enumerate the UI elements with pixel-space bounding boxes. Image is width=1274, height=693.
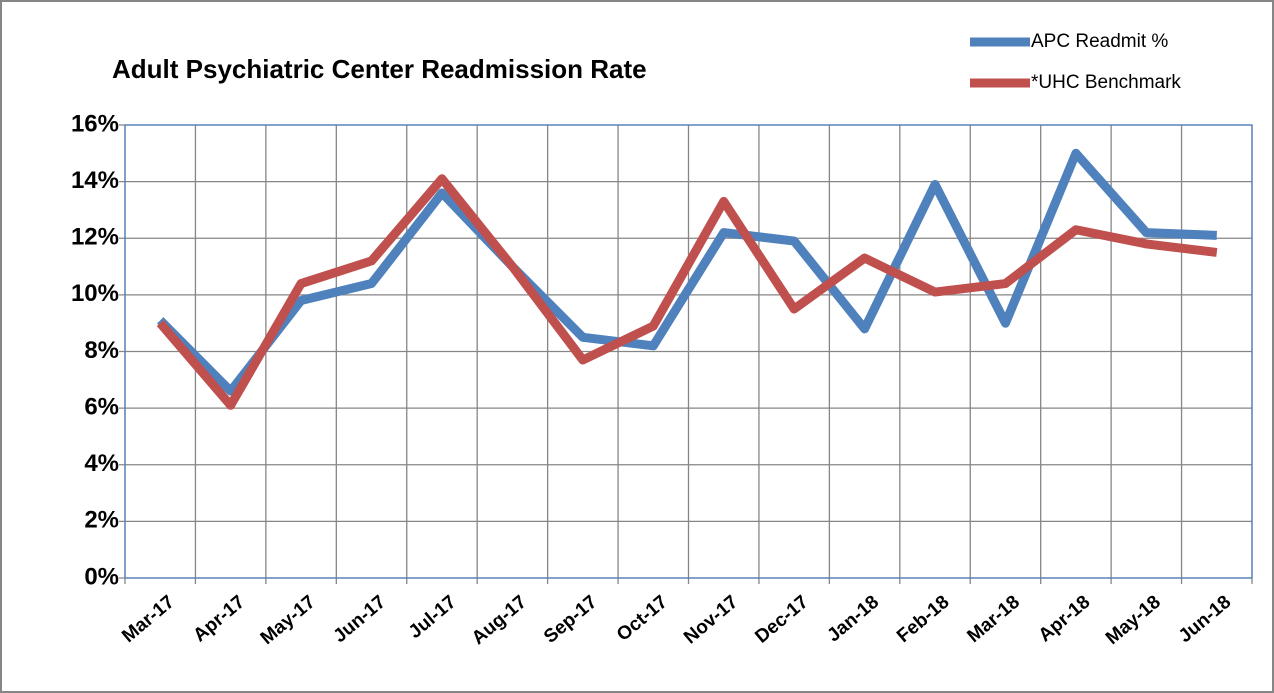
y-tick-label: 6% bbox=[84, 393, 119, 420]
chart-title: Adult Psychiatric Center Readmission Rat… bbox=[112, 54, 647, 84]
y-tick-label: 10% bbox=[71, 280, 119, 307]
y-tick-label: 2% bbox=[84, 507, 119, 534]
series-line bbox=[156, 174, 1218, 410]
plot-border bbox=[124, 124, 1253, 579]
y-tick-label: 8% bbox=[84, 337, 119, 364]
legend-label: *UHC Benchmark bbox=[1031, 72, 1181, 93]
y-tick-label: 4% bbox=[84, 450, 119, 477]
legend-label: APC Readmit % bbox=[1031, 31, 1168, 52]
y-tick-label: 12% bbox=[71, 224, 119, 251]
y-tick-label: 0% bbox=[84, 563, 119, 590]
series-line bbox=[157, 148, 1217, 396]
y-tick-label: 16% bbox=[71, 110, 119, 137]
y-tick-label: 14% bbox=[71, 167, 119, 194]
